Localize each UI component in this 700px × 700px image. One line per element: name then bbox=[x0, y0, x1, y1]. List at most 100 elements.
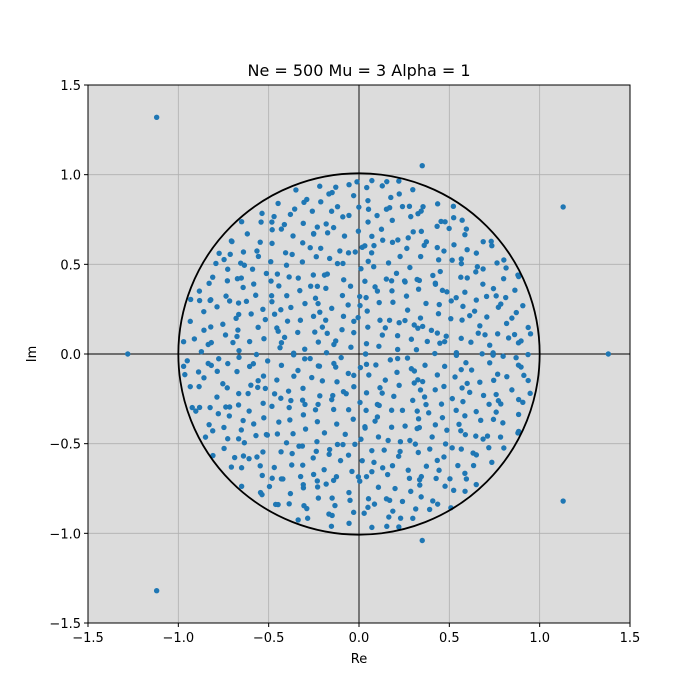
data-point bbox=[423, 239, 430, 245]
data-point bbox=[383, 496, 390, 502]
data-point bbox=[266, 483, 273, 490]
data-point bbox=[374, 414, 381, 420]
data-point bbox=[379, 465, 386, 471]
data-point bbox=[432, 350, 438, 357]
data-point bbox=[334, 260, 341, 267]
data-point bbox=[410, 186, 416, 193]
data-point bbox=[278, 340, 285, 346]
data-point bbox=[451, 242, 457, 248]
data-point bbox=[448, 315, 454, 322]
data-point bbox=[246, 363, 253, 370]
data-point bbox=[302, 346, 308, 352]
data-point bbox=[434, 501, 441, 507]
data-point bbox=[275, 200, 281, 207]
data-point bbox=[358, 266, 364, 272]
data-point bbox=[509, 387, 515, 393]
data-point bbox=[435, 257, 442, 263]
data-point bbox=[340, 313, 347, 320]
data-point bbox=[269, 475, 275, 481]
data-point bbox=[210, 428, 216, 434]
data-point bbox=[385, 437, 391, 444]
data-point bbox=[442, 483, 448, 489]
data-point bbox=[236, 311, 242, 318]
data-point bbox=[310, 272, 317, 278]
data-point bbox=[315, 495, 322, 501]
data-point bbox=[363, 473, 370, 480]
data-point bbox=[355, 228, 362, 234]
data-point bbox=[274, 271, 281, 277]
data-point bbox=[214, 368, 220, 375]
data-point bbox=[396, 178, 402, 184]
data-point bbox=[436, 301, 442, 308]
data-point bbox=[346, 520, 352, 526]
data-point bbox=[410, 397, 416, 404]
data-point bbox=[221, 256, 227, 263]
data-point bbox=[339, 327, 345, 333]
data-point bbox=[345, 302, 351, 308]
data-point bbox=[314, 418, 321, 425]
data-point bbox=[420, 203, 426, 210]
data-point bbox=[271, 464, 277, 471]
data-point bbox=[235, 402, 242, 408]
data-point bbox=[326, 191, 332, 197]
data-point bbox=[255, 253, 262, 260]
data-point bbox=[418, 473, 425, 480]
data-point bbox=[226, 298, 233, 304]
data-point bbox=[246, 455, 252, 462]
data-point bbox=[450, 214, 457, 221]
data-point bbox=[366, 372, 372, 378]
data-point bbox=[382, 377, 389, 383]
data-point bbox=[411, 368, 418, 374]
data-point bbox=[226, 413, 233, 419]
data-point bbox=[462, 232, 468, 238]
data-point bbox=[369, 447, 375, 454]
data-point bbox=[300, 412, 307, 418]
data-point bbox=[473, 408, 479, 415]
data-point bbox=[304, 196, 310, 203]
data-point bbox=[317, 393, 323, 399]
data-point bbox=[329, 305, 335, 312]
data-point bbox=[365, 219, 371, 225]
data-point bbox=[434, 201, 441, 207]
data-point bbox=[444, 289, 450, 295]
data-point bbox=[392, 485, 398, 492]
data-point bbox=[208, 324, 214, 330]
data-point bbox=[515, 396, 522, 403]
data-point bbox=[315, 363, 322, 369]
data-point bbox=[388, 424, 395, 430]
data-point bbox=[334, 379, 340, 385]
data-point bbox=[489, 243, 495, 249]
data-point bbox=[228, 464, 235, 470]
data-point bbox=[259, 472, 265, 479]
data-point bbox=[432, 280, 439, 286]
axis-ticks: −1.5 −1.0 −0.5 0.0 0.5 1.0 1.5 −1.5 −1.0 −0.5 0.0 0… bbox=[49, 79, 640, 646]
data-point bbox=[238, 465, 245, 471]
data-point bbox=[397, 439, 404, 445]
data-point bbox=[412, 441, 419, 447]
data-point bbox=[237, 260, 244, 266]
data-point bbox=[227, 251, 233, 257]
data-point bbox=[268, 259, 274, 265]
data-point bbox=[453, 407, 459, 414]
data-point bbox=[295, 517, 301, 523]
data-point bbox=[364, 184, 370, 191]
data-point bbox=[271, 311, 278, 317]
data-point bbox=[216, 356, 222, 362]
data-point bbox=[449, 257, 455, 263]
data-point bbox=[386, 317, 393, 323]
data-point bbox=[473, 452, 480, 458]
data-point bbox=[333, 184, 339, 190]
data-point bbox=[357, 478, 363, 484]
data-point bbox=[323, 285, 329, 292]
data-point bbox=[299, 259, 306, 265]
unit-circle bbox=[177, 172, 541, 536]
data-point bbox=[369, 177, 375, 184]
data-point bbox=[302, 300, 308, 307]
data-point bbox=[475, 330, 481, 336]
data-point bbox=[419, 323, 426, 330]
data-point bbox=[213, 260, 219, 267]
data-point bbox=[255, 377, 261, 384]
data-point bbox=[436, 467, 442, 473]
data-point bbox=[482, 332, 488, 338]
